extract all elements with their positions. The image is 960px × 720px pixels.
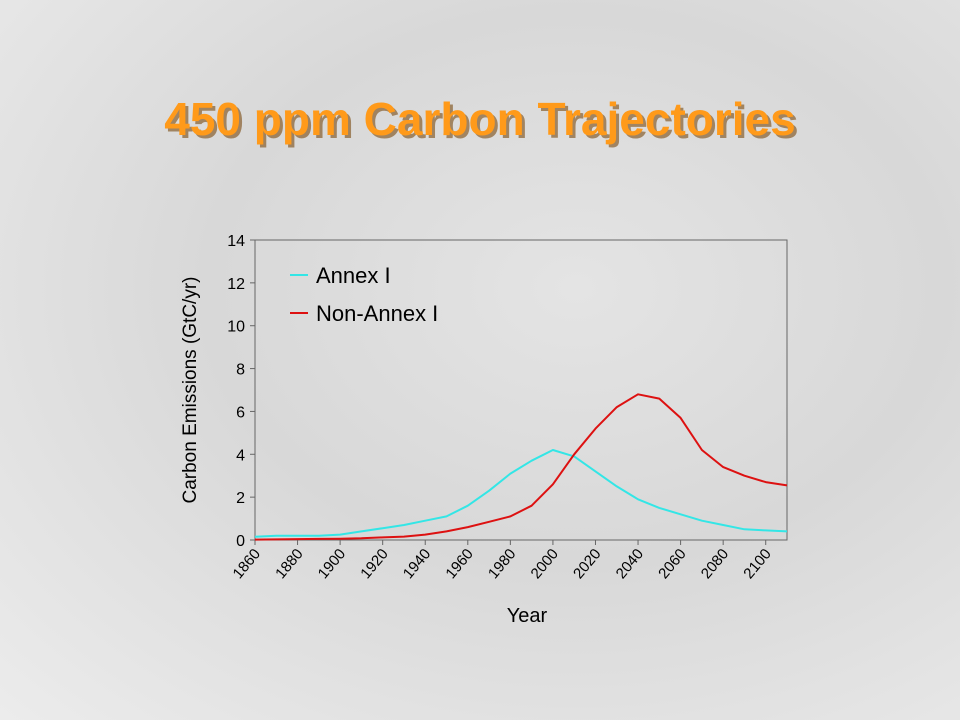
y-tick-label: 4 — [236, 447, 245, 464]
legend-label: Non-Annex I — [316, 301, 438, 326]
y-tick-label: 12 — [227, 276, 245, 293]
chart-title: 450 ppm Carbon Trajectories — [164, 93, 795, 145]
y-tick-label: 6 — [236, 404, 245, 421]
x-tick-label: 2100 — [740, 546, 774, 582]
x-tick-label: 2080 — [698, 546, 732, 582]
y-tick-label: 2 — [236, 490, 245, 507]
x-tick-label: 1860 — [230, 546, 264, 582]
x-tick-label: 1920 — [357, 546, 391, 582]
y-tick-label: 10 — [227, 319, 245, 336]
x-tick-label: 2040 — [613, 546, 647, 582]
y-tick-label: 8 — [236, 362, 245, 379]
x-axis-title: Year — [507, 605, 548, 627]
x-tick-label: 1880 — [272, 546, 306, 582]
y-tick-label: 0 — [236, 533, 245, 550]
x-tick-label: 1940 — [400, 546, 434, 582]
x-tick-label: 2020 — [570, 546, 604, 582]
legend-label: Annex I — [316, 263, 391, 288]
x-tick-label: 1900 — [315, 546, 349, 582]
y-axis-title: Carbon Emissions (GtC/yr) — [180, 277, 201, 504]
x-tick-label: 1980 — [485, 546, 519, 582]
x-tick-label: 2000 — [528, 546, 562, 582]
plot-frame — [254, 239, 788, 541]
x-tick-label: 1960 — [442, 546, 476, 582]
x-tick-label: 2060 — [655, 546, 689, 582]
series-line — [254, 393, 788, 541]
title-shadow: 450 ppm Carbon Trajectories — [167, 96, 798, 148]
series-line — [254, 449, 788, 538]
y-tick-label: 14 — [227, 233, 245, 250]
